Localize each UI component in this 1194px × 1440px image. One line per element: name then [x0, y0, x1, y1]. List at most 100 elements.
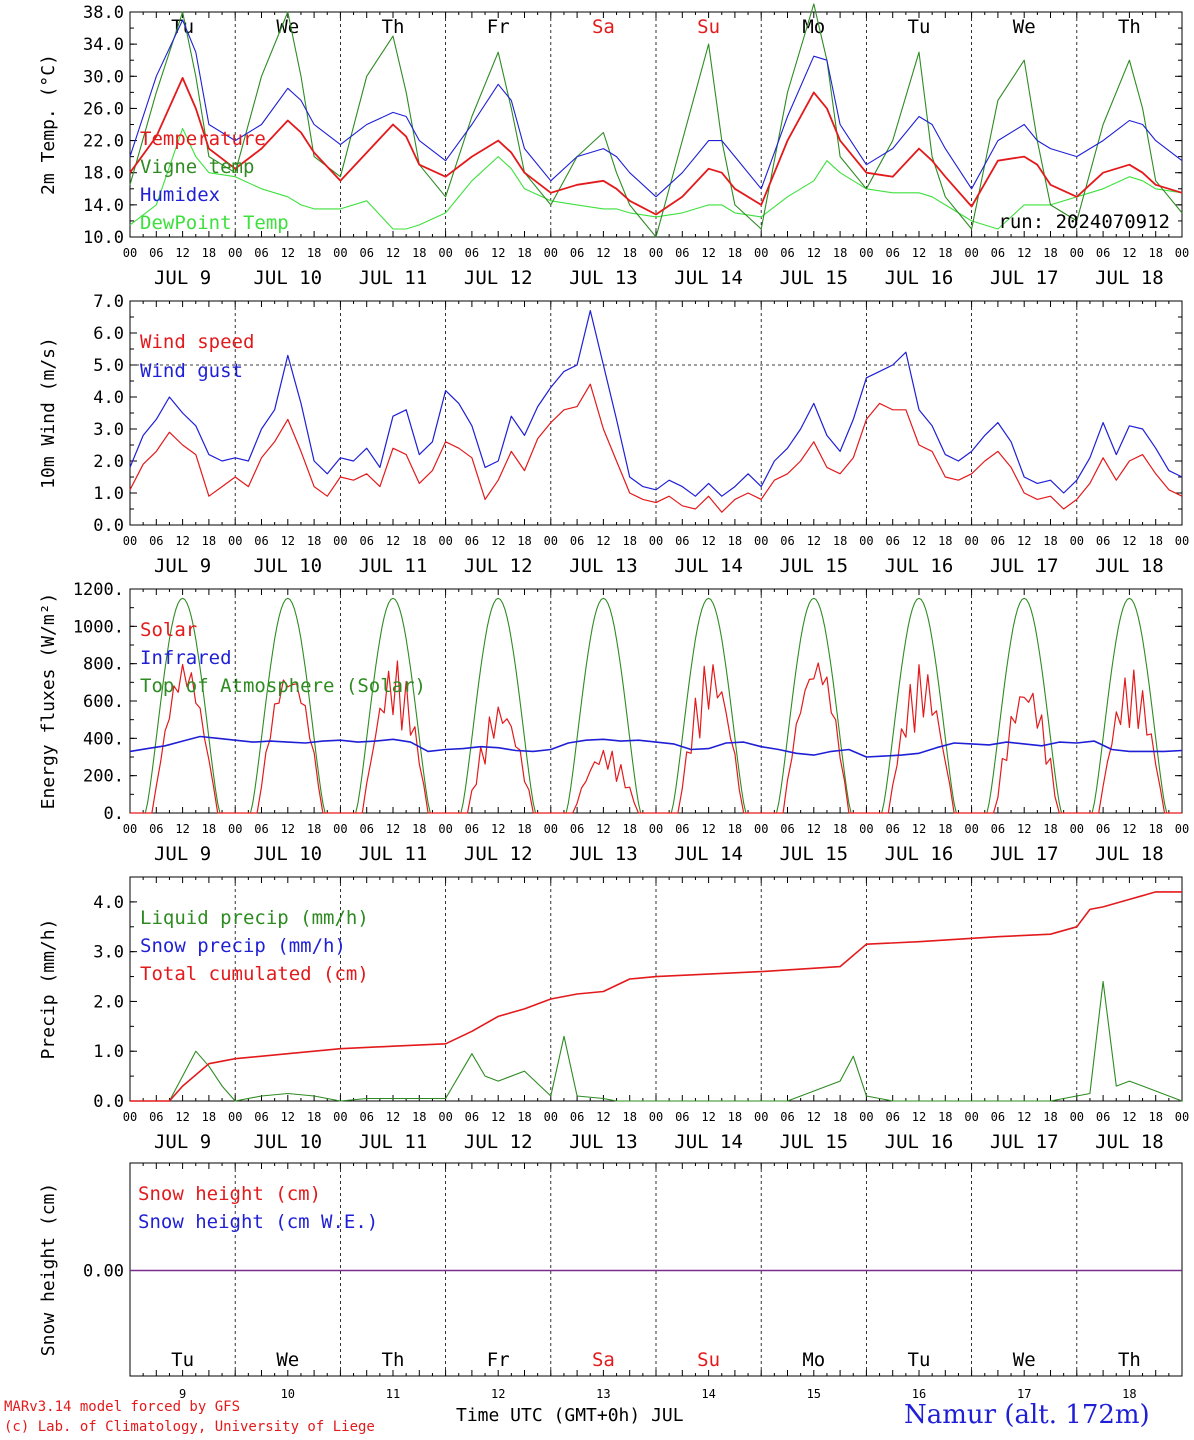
energy-hour-label: 18: [517, 822, 531, 836]
precip-hour-label: 00: [228, 1110, 242, 1124]
energy-solar-series: [130, 660, 1182, 814]
energy-date-label: JUL 10: [253, 843, 322, 865]
energy-hour-label: 12: [912, 822, 926, 836]
temp-hour-label: 18: [307, 246, 321, 260]
wind-hour-label: 00: [1070, 534, 1084, 548]
precip-hour-label: 18: [833, 1110, 847, 1124]
wind-series-blue: [129, 310, 1183, 497]
temp-hour-label: 12: [807, 246, 821, 260]
snow-weekday-label: We: [276, 1349, 299, 1371]
wind-hour-label: 18: [202, 534, 216, 548]
wind-hour-label: 00: [859, 534, 873, 548]
wind-hour-label: 12: [491, 534, 505, 548]
precip-hour-label: 00: [859, 1110, 873, 1124]
temp-hour-label: 12: [386, 246, 400, 260]
wind-date-label: JUL 14: [674, 555, 743, 577]
temp-weekday-label: Th: [382, 16, 405, 38]
wind-hour-label: 00: [964, 534, 978, 548]
wind-hour-label: 12: [175, 534, 189, 548]
temp-weekday-label: Th: [1118, 16, 1141, 38]
precip-cumulated-series: [130, 891, 1182, 1102]
temp-date-label: JUL 9: [154, 267, 211, 289]
precip-hour-label: 18: [202, 1110, 216, 1124]
precip-y-tick-label: 0.0: [93, 1092, 124, 1112]
temp-y-tick-label: 14.0: [83, 196, 124, 216]
wind-hour-label: 12: [1017, 534, 1031, 548]
precip-hour-label: 18: [622, 1110, 636, 1124]
day-number-label: 14: [701, 1387, 715, 1401]
snow-weekday-label: Mo: [802, 1349, 825, 1371]
precip-hour-label: 12: [701, 1110, 715, 1124]
precip-y-tick-label: 1.0: [93, 1042, 124, 1062]
wind-date-label: JUL 16: [885, 555, 954, 577]
temp-hour-label: 06: [149, 246, 163, 260]
energy-y-axis-label: Energy fluxes (W/m²): [38, 593, 59, 810]
energy-infrared-series: [129, 735, 1183, 758]
energy-hour-label: 06: [991, 822, 1005, 836]
wind-date-label: JUL 15: [779, 555, 848, 577]
wind-legend-1: Wind gust: [140, 360, 243, 382]
temp-weekday-label: Tu: [171, 16, 194, 38]
energy-legend-0: Solar: [140, 619, 197, 641]
temp-y-tick-label: 30.0: [83, 67, 124, 87]
precip-hour-label: 06: [1096, 1110, 1110, 1124]
temp-date-label: JUL 15: [779, 267, 848, 289]
energy-date-label: JUL 17: [990, 843, 1059, 865]
wind-hour-label: 06: [780, 534, 794, 548]
temp-y-tick-label: 22.0: [83, 132, 124, 152]
wind-date-label: JUL 18: [1095, 555, 1164, 577]
wind-hour-label: 18: [728, 534, 742, 548]
wind-hour-label: 00: [1175, 534, 1189, 548]
wind-date-label: JUL 17: [990, 555, 1059, 577]
precip-hour-label: 12: [596, 1110, 610, 1124]
snow-legend-1: Snow height (cm W.E.): [138, 1211, 378, 1233]
precip-hour-label: 06: [991, 1110, 1005, 1124]
temp-hour-label: 06: [675, 246, 689, 260]
energy-y-tick-label: 400.: [83, 729, 124, 749]
precip-date-label: JUL 12: [464, 1131, 533, 1153]
temp-series-0: [129, 77, 1183, 216]
precip-hour-label: 18: [938, 1110, 952, 1124]
precip-hour-label: 06: [254, 1110, 268, 1124]
wind-legend-0: Wind speed: [140, 331, 254, 353]
precip-hour-label: 00: [1070, 1110, 1084, 1124]
footer-lab: (c) Lab. of Climatology, University of L…: [4, 1419, 375, 1435]
energy-hour-label: 06: [570, 822, 584, 836]
wind-hour-label: 06: [149, 534, 163, 548]
snow-weekday-label: Tu: [908, 1349, 931, 1371]
energy-hour-label: 18: [728, 822, 742, 836]
energy-hour-label: 06: [149, 822, 163, 836]
temp-hour-label: 06: [991, 246, 1005, 260]
energy-hour-label: 00: [123, 822, 137, 836]
wind-hour-label: 12: [807, 534, 821, 548]
energy-hour-label: 18: [833, 822, 847, 836]
temp-hour-label: 12: [701, 246, 715, 260]
energy-y-tick-label: 200.: [83, 767, 124, 787]
precip-hour-label: 12: [1122, 1110, 1136, 1124]
energy-y-tick-label: 800.: [83, 655, 124, 675]
wind-hour-label: 12: [281, 534, 295, 548]
energy-hour-label: 18: [622, 822, 636, 836]
temp-weekday-label: We: [1013, 16, 1036, 38]
wind-hour-label: 18: [1043, 534, 1057, 548]
temp-hour-label: 00: [859, 246, 873, 260]
temp-series-1: [129, 3, 1183, 238]
energy-hour-label: 12: [491, 822, 505, 836]
temp-hour-label: 00: [964, 246, 978, 260]
temp-hour-label: 12: [912, 246, 926, 260]
energy-date-label: JUL 16: [885, 843, 954, 865]
precip-hour-label: 00: [964, 1110, 978, 1124]
energy-hour-label: 12: [701, 822, 715, 836]
temp-hour-label: 18: [412, 246, 426, 260]
energy-hour-label: 18: [1043, 822, 1057, 836]
temp-legend-2: Humidex: [140, 184, 220, 206]
wind-hour-label: 18: [938, 534, 952, 548]
snow-weekday-label: Sa: [592, 1349, 615, 1371]
wind-date-label: JUL 13: [569, 555, 638, 577]
precip-hour-label: 12: [175, 1110, 189, 1124]
precip-y-tick-label: 2.0: [93, 992, 124, 1012]
wind-date-label: JUL 12: [464, 555, 533, 577]
wind-hour-label: 12: [912, 534, 926, 548]
temp-y-tick-label: 34.0: [83, 35, 124, 55]
